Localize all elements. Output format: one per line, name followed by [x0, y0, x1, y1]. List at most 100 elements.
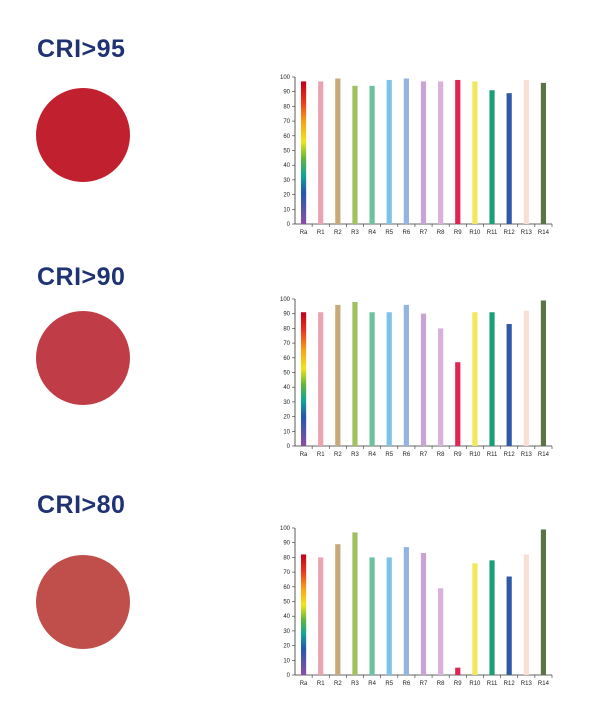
x-tick-label: R2	[334, 230, 342, 236]
x-tick-label: R2	[334, 681, 342, 687]
bar-r7	[420, 313, 427, 446]
cri-90-section: CRI>90 0 10 20 30 40 50 60 70 80 90 100 Ra R1 R2 R3 R4 R…	[0, 263, 590, 493]
y-tick-label: 70	[283, 119, 290, 125]
cri-95-color-swatch	[36, 88, 130, 182]
bar-r6	[403, 304, 409, 446]
y-tick-label: 90	[283, 90, 290, 96]
bar-r12	[506, 323, 512, 446]
bar-ra	[300, 312, 307, 446]
x-tick-label: R8	[437, 452, 445, 458]
y-tick-label: 80	[283, 326, 290, 332]
y-tick-label: 10	[283, 429, 290, 435]
x-tick-label: R12	[504, 230, 516, 236]
x-tick-label: R1	[317, 452, 325, 458]
x-tick-label: R14	[538, 452, 550, 458]
x-tick-label: R9	[454, 230, 462, 236]
bar-r2	[335, 78, 341, 224]
y-tick-label: 100	[280, 297, 291, 303]
x-tick-label: R5	[385, 681, 393, 687]
y-tick-label: 0	[287, 673, 291, 679]
y-tick-label: 20	[283, 415, 290, 421]
x-tick-label: R13	[521, 230, 533, 236]
x-tick-label: R3	[351, 452, 359, 458]
y-tick-label: 40	[283, 385, 290, 391]
y-tick-label: 30	[283, 400, 290, 406]
bar-r13	[523, 310, 529, 446]
x-tick-label: R7	[420, 681, 428, 687]
y-tick-label: 70	[283, 570, 290, 576]
x-tick-label: R2	[334, 452, 342, 458]
x-tick-label: R4	[368, 452, 376, 458]
y-tick-label: 100	[280, 526, 291, 532]
x-tick-label: R8	[437, 230, 445, 236]
x-tick-label: R6	[403, 452, 411, 458]
bar-r5	[386, 79, 392, 224]
bar-r10	[472, 312, 478, 446]
x-tick-label: R9	[454, 681, 462, 687]
bar-r12	[506, 93, 512, 224]
y-tick-label: 80	[283, 555, 290, 561]
bar-r5	[386, 312, 392, 446]
x-tick-label: R10	[469, 681, 481, 687]
y-tick-label: 60	[283, 134, 290, 140]
y-tick-label: 80	[283, 104, 290, 110]
x-tick-label: R1	[317, 681, 325, 687]
bar-r10	[472, 563, 478, 675]
y-tick-label: 60	[283, 356, 290, 362]
x-tick-label: R8	[437, 681, 445, 687]
y-tick-label: 100	[280, 75, 291, 81]
cri-95-title: CRI>95	[37, 35, 126, 63]
bar-r4	[369, 557, 375, 675]
y-tick-label: 0	[287, 444, 291, 450]
cri-95-section: CRI>95 0 10 20 30 40 50 60 70 80 90 100 Ra R1 R2 R3 R4 R…	[0, 35, 590, 265]
cri-80-color-swatch	[36, 555, 130, 649]
y-tick-label: 60	[283, 585, 290, 591]
y-tick-label: 10	[283, 207, 290, 213]
bar-r12	[506, 576, 512, 675]
bar-r14	[540, 529, 547, 675]
x-tick-label: R10	[469, 230, 481, 236]
bar-r4	[369, 85, 375, 224]
bar-r4	[369, 312, 375, 446]
cri-90-color-swatch	[36, 311, 130, 405]
bar-ra	[300, 81, 307, 224]
y-tick-label: 20	[283, 193, 290, 199]
x-tick-label: R7	[420, 452, 428, 458]
x-tick-label: Ra	[300, 452, 308, 458]
y-tick-label: 10	[283, 658, 290, 664]
bar-r3	[352, 301, 358, 446]
y-tick-label: 50	[283, 149, 290, 155]
bar-r6	[403, 78, 409, 224]
y-tick-label: 40	[283, 614, 290, 620]
bar-r2	[335, 304, 341, 446]
bar-r3	[352, 85, 358, 224]
x-tick-label: R3	[351, 230, 359, 236]
x-tick-label: R11	[487, 230, 498, 236]
x-tick-label: R9	[454, 452, 462, 458]
x-tick-label: R12	[504, 681, 516, 687]
x-tick-label: R3	[351, 681, 359, 687]
bar-ra	[300, 554, 307, 675]
x-tick-label: R11	[487, 681, 498, 687]
x-tick-label: R13	[521, 681, 533, 687]
x-tick-label: R5	[385, 452, 393, 458]
x-tick-label: R1	[317, 230, 325, 236]
bar-r13	[523, 79, 529, 224]
bar-r9	[455, 667, 461, 675]
bar-r11	[489, 560, 495, 675]
bar-r1	[318, 557, 324, 675]
bar-r10	[472, 81, 478, 224]
x-tick-label: R4	[368, 230, 376, 236]
bar-r7	[420, 552, 427, 675]
x-tick-label: R12	[504, 452, 516, 458]
x-tick-label: R14	[538, 230, 550, 236]
y-tick-label: 90	[283, 312, 290, 318]
y-tick-label: 50	[283, 371, 290, 377]
x-tick-label: R10	[469, 452, 481, 458]
cri-95-bar-chart: 0 10 20 30 40 50 60 70 80 90 100 Ra R1 R2 R3 R4 R5 R6 R7 R8…	[280, 75, 553, 236]
x-tick-label: R5	[385, 230, 393, 236]
x-tick-label: R7	[420, 230, 428, 236]
cri-80-bar-chart: 0 10 20 30 40 50 60 70 80 90 100 Ra R1 R2 R3 R4 R5 R6 R7 R8…	[280, 526, 553, 687]
bar-r1	[318, 312, 324, 446]
bar-r11	[489, 90, 495, 224]
